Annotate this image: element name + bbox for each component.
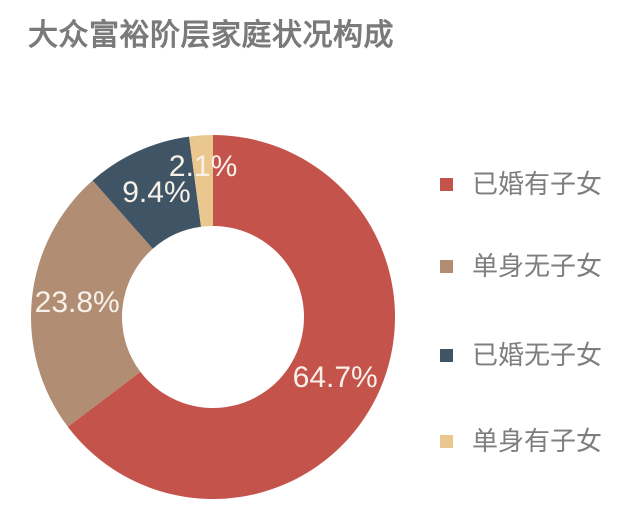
legend-swatch-single-with-children (440, 434, 453, 448)
chart-title: 大众富裕阶层家庭状况构成 (28, 19, 394, 52)
slice-single-with-children (189, 135, 213, 227)
legend-swatch-married-no-children (440, 348, 453, 362)
slice-single-no-children (31, 180, 153, 427)
legend-label-married-no-children: 已婚无子女 (472, 340, 603, 370)
legend-swatch-single-no-children (440, 259, 453, 273)
slice-married-no-children (92, 136, 202, 249)
legend-item-married-with-children: 已婚有子女 (440, 171, 602, 197)
legend-label-married-with-children: 已婚有子女 (472, 169, 603, 199)
slice-value-label-married-with-children: 64.7% (292, 360, 378, 394)
slice-value-label-single-with-children: 2.1% (168, 150, 238, 184)
legend-item-married-no-children: 已婚无子女 (440, 342, 602, 368)
legend-item-single-with-children: 单身有子女 (440, 428, 602, 454)
legend-item-single-no-children: 单身无子女 (440, 253, 602, 279)
legend-label-single-no-children: 单身无子女 (472, 251, 603, 281)
slice-value-label-single-no-children: 23.8% (34, 286, 120, 320)
slice-married-with-children (67, 135, 396, 499)
slice-value-label-married-no-children: 9.4% (122, 175, 191, 209)
legend-label-single-with-children: 单身有子女 (472, 426, 603, 456)
legend-swatch-married-with-children (440, 177, 453, 191)
